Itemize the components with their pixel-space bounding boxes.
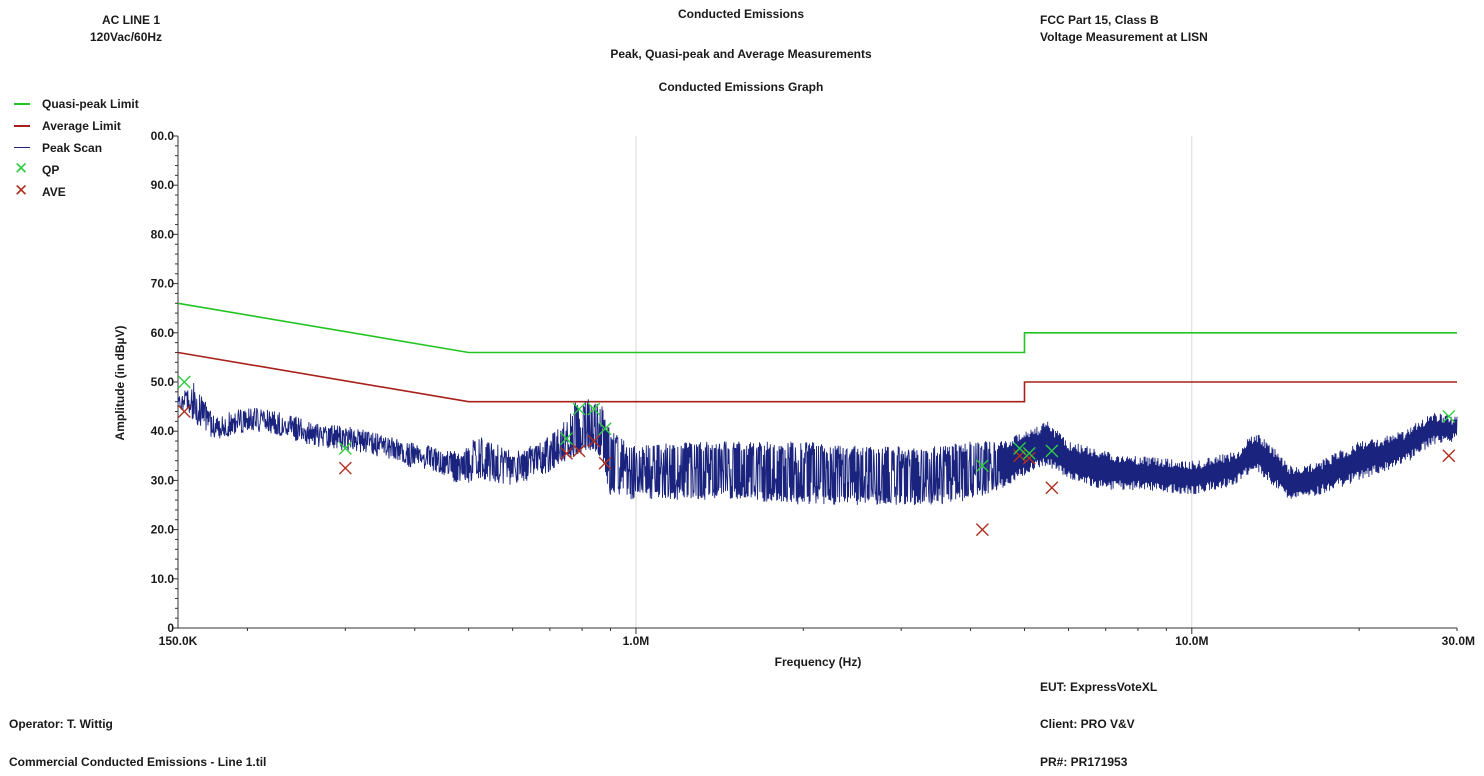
x-marker-icon: ✕ bbox=[14, 159, 29, 178]
ave-marker bbox=[598, 456, 612, 470]
marker-stroke bbox=[1045, 481, 1059, 495]
legend-label: Average Limit bbox=[42, 119, 121, 133]
legend-item-peak-scan: Peak Scan bbox=[12, 139, 102, 157]
x-tick-label: 1.0M bbox=[623, 634, 650, 648]
qp-marker bbox=[587, 402, 601, 416]
supply-label: 120Vac/60Hz bbox=[90, 30, 163, 44]
x-tick-label: 30.0M bbox=[1442, 634, 1475, 648]
legend-label: Quasi-peak Limit bbox=[42, 97, 139, 111]
marker-layer bbox=[177, 375, 1456, 537]
measurement-label: Voltage Measurement at LISN bbox=[1040, 30, 1208, 44]
chart-title: Conducted Emissions bbox=[677, 7, 805, 21]
y-axis-label: Amplitude (in dBµV) bbox=[113, 326, 127, 441]
y-tick-label: 40.0 bbox=[151, 424, 175, 438]
ave-marker bbox=[560, 446, 574, 460]
marker-stroke bbox=[587, 434, 601, 448]
qp-marker bbox=[560, 432, 574, 446]
ave-marker bbox=[177, 405, 191, 419]
qp-marker bbox=[572, 402, 586, 416]
marker-stroke bbox=[598, 456, 612, 470]
quasi-peak-limit-line bbox=[177, 302, 1457, 354]
line-swatch-icon bbox=[12, 119, 34, 133]
qp-marker bbox=[1045, 444, 1059, 458]
axes: 0 10.0 20.0 30.0 40.0 50.0 60.0 70.0 80.0 90.0 00.… bbox=[151, 129, 1475, 648]
marker-stroke bbox=[1022, 446, 1036, 460]
ave-marker bbox=[338, 461, 352, 475]
qp-marker bbox=[338, 441, 352, 455]
line-label: AC LINE 1 bbox=[102, 13, 161, 27]
ave-marker bbox=[975, 523, 989, 537]
marker-stroke bbox=[598, 422, 612, 436]
marker-stroke bbox=[338, 441, 352, 455]
y-tick-label: 20.0 bbox=[151, 523, 175, 537]
y-tick-label: 80.0 bbox=[151, 227, 175, 241]
line-swatch-icon bbox=[12, 97, 34, 111]
legend-item-average-limit: Average Limit bbox=[12, 117, 121, 135]
marker-stroke bbox=[1442, 449, 1456, 463]
legend-label: AVE bbox=[42, 185, 66, 199]
series-layer bbox=[177, 302, 1458, 506]
x-tick-label: 150.0K bbox=[159, 634, 198, 648]
x-tick-label: 10.0M bbox=[1175, 634, 1208, 648]
qp-marker bbox=[598, 422, 612, 436]
pr-label: PR#: PR171953 bbox=[1040, 755, 1128, 769]
x-axis-label: Frequency (Hz) bbox=[775, 655, 862, 669]
legend-item-ave: ✕ AVE bbox=[12, 181, 66, 201]
peak-scan-line bbox=[177, 382, 1458, 506]
y-tick-label: 0 bbox=[167, 621, 174, 635]
marker-stroke bbox=[1013, 441, 1027, 455]
file-label: Commercial Conducted Emissions - Line 1.… bbox=[9, 755, 267, 769]
graph-title: Conducted Emissions Graph bbox=[658, 80, 824, 94]
x-marker-icon: ✕ bbox=[14, 181, 29, 200]
marker-stroke bbox=[975, 459, 989, 473]
y-tick-label: 00.0 bbox=[151, 129, 175, 143]
marker-stroke bbox=[1022, 451, 1036, 465]
qp-marker bbox=[177, 375, 191, 389]
legend-item-qp: ✕ QP bbox=[12, 159, 60, 179]
y-tick-label: 70.0 bbox=[151, 277, 175, 291]
qp-marker bbox=[975, 459, 989, 473]
eut-label: EUT: ExpressVoteXL bbox=[1040, 680, 1158, 694]
marker-stroke bbox=[1442, 409, 1456, 423]
marker-stroke bbox=[975, 523, 989, 537]
marker-stroke bbox=[177, 405, 191, 419]
qp-marker bbox=[1442, 409, 1456, 423]
chart-subtitle: Peak, Quasi-peak and Average Measurement… bbox=[610, 47, 872, 61]
marker-stroke bbox=[177, 375, 191, 389]
marker-stroke bbox=[572, 402, 586, 416]
average-limit-line bbox=[177, 351, 1457, 403]
client-label: Client: PRO V&V bbox=[1040, 717, 1135, 731]
marker-stroke bbox=[338, 461, 352, 475]
line-swatch-icon bbox=[12, 141, 34, 155]
qp-marker bbox=[1013, 441, 1027, 455]
y-tick-label: 30.0 bbox=[151, 473, 175, 487]
ave-marker bbox=[572, 444, 586, 458]
y-tick-label: 10.0 bbox=[151, 572, 175, 586]
legend-item-quasi-peak-limit: Quasi-peak Limit bbox=[12, 95, 139, 113]
operator-label: Operator: T. Wittig bbox=[9, 717, 113, 731]
ave-marker bbox=[1045, 481, 1059, 495]
marker-stroke bbox=[560, 432, 574, 446]
standard-label: FCC Part 15, Class B bbox=[1040, 13, 1159, 27]
marker-stroke bbox=[1045, 444, 1059, 458]
y-tick-label: 60.0 bbox=[151, 326, 175, 340]
ave-marker bbox=[587, 434, 601, 448]
legend-label: Peak Scan bbox=[42, 141, 103, 155]
marker-stroke bbox=[560, 446, 574, 460]
y-tick-label: 90.0 bbox=[151, 178, 175, 192]
ave-marker bbox=[1442, 449, 1456, 463]
marker-stroke bbox=[587, 402, 601, 416]
legend-label: QP bbox=[42, 163, 60, 177]
marker-stroke bbox=[572, 444, 586, 458]
y-tick-label: 50.0 bbox=[151, 375, 175, 389]
qp-marker bbox=[1022, 446, 1036, 460]
